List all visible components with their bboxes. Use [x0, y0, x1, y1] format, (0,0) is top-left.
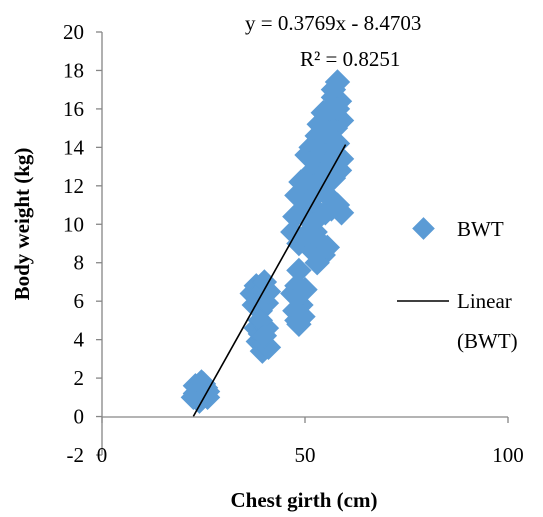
- y-axis-ticks: -2 0 2 4 6 8 10 12 14 16 18 20: [63, 20, 102, 467]
- y-axis-title: Body weight (kg): [10, 148, 34, 301]
- y-tick-label: 20: [63, 20, 84, 44]
- y-tick-label: 12: [63, 174, 84, 198]
- y-tick-label: 4: [74, 328, 85, 352]
- trendline-equation: y = 0.3769x - 8.4703: [245, 11, 421, 35]
- r-squared-label: R² = 0.8251: [300, 47, 400, 71]
- x-tick-label: 0: [97, 443, 108, 467]
- y-tick-label: 18: [63, 58, 84, 82]
- legend-trendline-label-line1: Linear: [457, 289, 512, 313]
- y-tick-label: 0: [74, 405, 85, 429]
- x-axis-title: Chest girth (cm): [231, 488, 378, 512]
- y-tick-label: 8: [74, 251, 85, 275]
- y-tick-label: 14: [63, 135, 85, 159]
- x-tick-label: 50: [295, 443, 316, 467]
- data-point: [328, 146, 355, 172]
- data-point: [328, 200, 355, 226]
- data-point: [255, 278, 282, 305]
- y-tick-label: 16: [63, 97, 84, 121]
- data-point: [324, 96, 351, 122]
- data-point: [292, 276, 318, 303]
- y-tick-label: -2: [67, 443, 85, 467]
- linear-trendline: [192, 144, 347, 417]
- data-point: [290, 303, 316, 330]
- legend-trendline-label-line2: (BWT): [457, 329, 518, 353]
- data-point: [314, 234, 341, 261]
- data-points: [180, 69, 355, 414]
- legend: BWT Linear (BWT): [397, 217, 518, 353]
- y-tick-label: 6: [74, 289, 85, 313]
- x-tick-label: 100: [492, 443, 524, 467]
- y-tick-label: 2: [74, 366, 85, 390]
- data-point: [286, 257, 312, 284]
- legend-bwt-label: BWT: [457, 217, 504, 241]
- y-tick-label: 10: [63, 212, 84, 236]
- data-point: [251, 323, 278, 349]
- legend-bwt-marker: [412, 217, 435, 240]
- x-axis-ticks: 0 50 100: [97, 417, 524, 467]
